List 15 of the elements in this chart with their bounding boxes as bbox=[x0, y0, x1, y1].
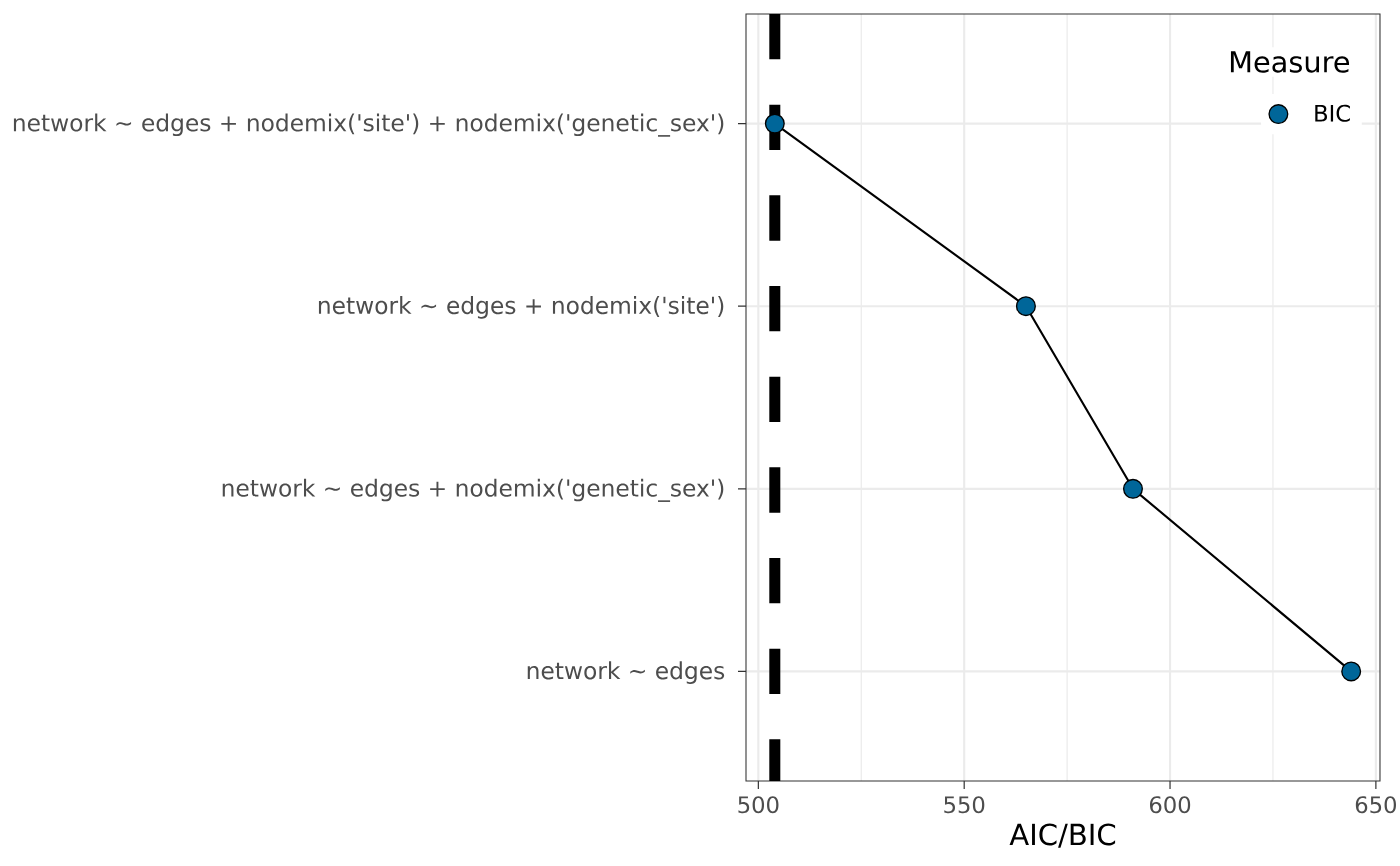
y-tick-label: network ~ edges + nodemix('genetic_sex') bbox=[222, 478, 724, 502]
x-tick-label: 650 bbox=[1355, 796, 1396, 814]
y-tick-label: network ~ edges bbox=[527, 661, 725, 684]
point bbox=[1341, 661, 1362, 682]
x-tick-label: 500 bbox=[738, 796, 779, 814]
legend-label: BIC bbox=[1315, 104, 1350, 122]
point bbox=[764, 113, 785, 134]
x-axis-title: AIC/BIC bbox=[1009, 823, 1116, 848]
x-tick-label: 600 bbox=[1149, 796, 1191, 814]
y-tick-label: network ~ edges + nodemix('site') + nodemix('genetic_sex') bbox=[13, 113, 724, 137]
legend-title: Measure bbox=[1230, 51, 1350, 73]
point bbox=[1015, 296, 1036, 317]
x-tick-label: 550 bbox=[944, 796, 985, 814]
y-tick-label: network ~ edges + nodemix('site') bbox=[318, 296, 724, 319]
point bbox=[1122, 478, 1143, 499]
